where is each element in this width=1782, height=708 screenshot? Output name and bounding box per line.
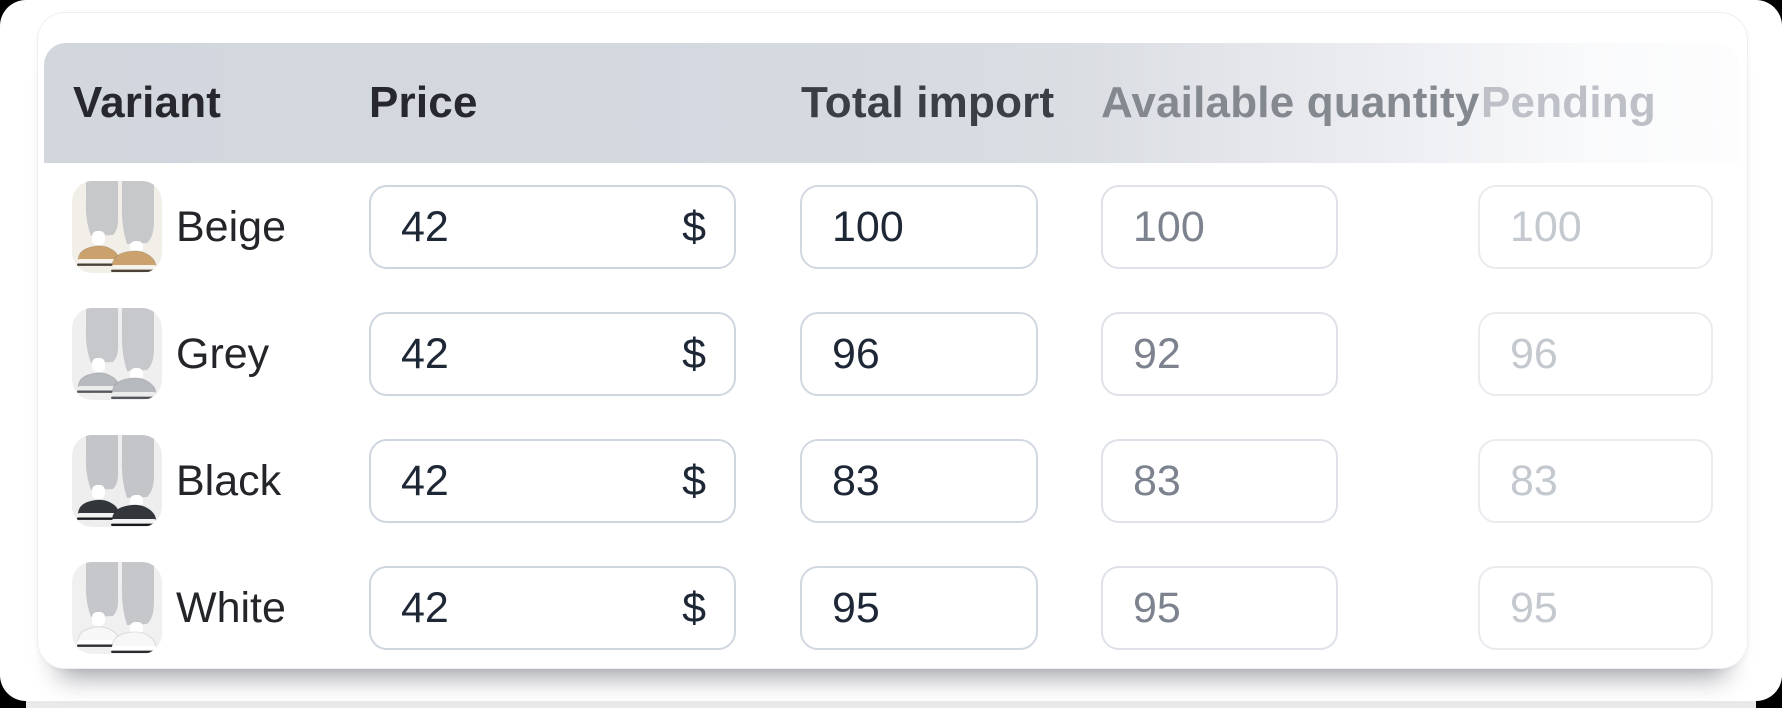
price-input[interactable]: 42 $ xyxy=(369,439,736,523)
total-import-value: 95 xyxy=(832,583,880,632)
price-value: 42 xyxy=(401,583,449,632)
variant-label: White xyxy=(176,584,286,632)
variant-label: Black xyxy=(176,457,282,505)
total-import-input[interactable]: 83 xyxy=(800,439,1038,523)
variant-thumbnail xyxy=(72,181,162,273)
sneaker-photo-icon xyxy=(72,562,162,654)
column-header-price: Price xyxy=(369,78,478,127)
total-import-value: 96 xyxy=(832,329,880,378)
total-import-input[interactable]: 100 xyxy=(800,185,1038,269)
available-quantity-input[interactable]: 83 xyxy=(1101,439,1338,523)
price-input[interactable]: 42 $ xyxy=(369,312,736,396)
available-quantity-value: 95 xyxy=(1133,583,1181,632)
available-quantity-value: 100 xyxy=(1133,202,1205,251)
column-header-variant: Variant xyxy=(73,78,222,127)
pending-input: 83 xyxy=(1478,439,1713,523)
price-input[interactable]: 42 $ xyxy=(369,185,736,269)
price-value: 42 xyxy=(401,329,449,378)
currency-symbol: $ xyxy=(682,202,706,251)
total-import-value: 83 xyxy=(832,456,880,505)
column-header-total-import: Total import xyxy=(801,78,1055,127)
pending-value: 95 xyxy=(1510,583,1558,632)
table-header: Variant Price Total import Available qua… xyxy=(44,43,1739,163)
variant-thumbnail xyxy=(72,435,162,527)
available-quantity-input[interactable]: 92 xyxy=(1101,312,1338,396)
table-body: Beige 42 $ 100 100 100 xyxy=(38,164,1747,672)
pending-value: 83 xyxy=(1510,456,1558,505)
table-row: Black 42 $ 83 83 83 xyxy=(38,418,1747,545)
variant-thumbnail xyxy=(72,308,162,400)
currency-symbol: $ xyxy=(682,583,706,632)
table-row: Grey 42 $ 96 92 96 xyxy=(38,291,1747,418)
column-header-pending: Pending xyxy=(1481,78,1656,127)
available-quantity-input[interactable]: 95 xyxy=(1101,566,1338,650)
variant-label: Grey xyxy=(176,330,270,378)
table-row: Beige 42 $ 100 100 100 xyxy=(38,164,1747,291)
variant-thumbnail xyxy=(72,562,162,654)
available-quantity-value: 92 xyxy=(1133,329,1181,378)
total-import-input[interactable]: 96 xyxy=(800,312,1038,396)
variants-table-card: Variant Price Total import Available qua… xyxy=(37,12,1748,669)
total-import-input[interactable]: 95 xyxy=(800,566,1038,650)
variant-label: Beige xyxy=(176,203,286,251)
available-quantity-input[interactable]: 100 xyxy=(1101,185,1338,269)
pending-input: 96 xyxy=(1478,312,1713,396)
sneaker-photo-icon xyxy=(72,181,162,273)
pending-value: 96 xyxy=(1510,329,1558,378)
price-input[interactable]: 42 $ xyxy=(369,566,736,650)
total-import-value: 100 xyxy=(832,202,904,251)
column-header-available-quantity: Available quantity xyxy=(1101,78,1480,127)
currency-symbol: $ xyxy=(682,456,706,505)
sneaker-photo-icon xyxy=(72,308,162,400)
table-row: White 42 $ 95 95 95 xyxy=(38,545,1747,672)
price-value: 42 xyxy=(401,456,449,505)
pending-value: 100 xyxy=(1510,202,1582,251)
pending-input: 95 xyxy=(1478,566,1713,650)
currency-symbol: $ xyxy=(682,329,706,378)
canvas-bottom-shadow xyxy=(26,699,1756,708)
sneaker-photo-icon xyxy=(72,435,162,527)
available-quantity-value: 83 xyxy=(1133,456,1181,505)
pending-input: 100 xyxy=(1478,185,1713,269)
price-value: 42 xyxy=(401,202,449,251)
